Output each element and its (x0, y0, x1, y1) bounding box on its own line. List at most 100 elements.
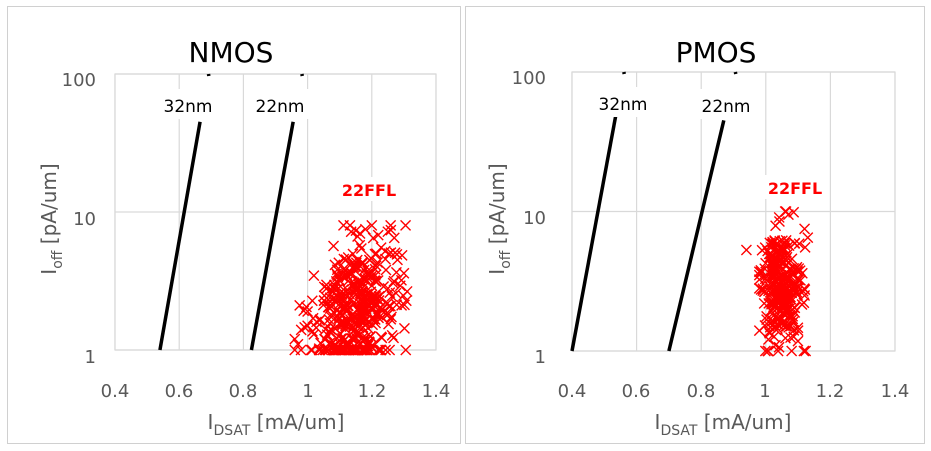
scatter-point (295, 324, 307, 336)
y-axis-label: Ioff [pA/um] (37, 163, 66, 274)
y-tick-label: 1 (85, 347, 96, 368)
scatter-point (783, 273, 795, 285)
scatter-point (384, 344, 396, 356)
nmos-chart: NMOS 32nm 22nm 22FFL 100 10 1 0.4 0.6 0.… (37, 36, 450, 439)
x-tick-label: 1 (759, 381, 770, 402)
scatter-point (351, 285, 363, 297)
scatter-point (334, 293, 346, 305)
scatter-point (385, 311, 397, 323)
scatter-point (375, 331, 387, 343)
scatter-point (379, 253, 391, 265)
scatter-point (398, 322, 410, 334)
scatter-point (759, 273, 771, 285)
scatter-point (757, 283, 769, 295)
scatter-point (758, 286, 770, 298)
scatter-point (390, 287, 402, 299)
series-label-22ffl: 22FFL (768, 179, 822, 198)
scatter-point (797, 285, 809, 297)
scatter-point (326, 286, 338, 298)
scatter-point (337, 219, 349, 231)
scatter-point (330, 344, 342, 356)
scatter-point (355, 299, 367, 311)
scatter-point (318, 295, 330, 307)
pmos-chart: PMOS 32nm 22nm 22FFL 100 10 1 0.4 0.6 0.… (485, 36, 910, 439)
scatter-point (800, 345, 812, 357)
scatter-point (398, 267, 410, 279)
scatter-point (762, 345, 774, 357)
scatter-point (770, 220, 782, 232)
line-label-32nm: 32nm (599, 95, 648, 115)
grid (114, 73, 437, 351)
scatter-point (761, 310, 773, 322)
scatter-point (784, 293, 796, 305)
scatter-point (321, 329, 333, 341)
trend-line-22nm (249, 121, 295, 351)
scatter-point (391, 299, 403, 311)
scatter-point (786, 345, 798, 357)
scatter-point (352, 336, 364, 348)
scatter-point (373, 312, 385, 324)
scatter-point (774, 235, 786, 247)
scatter-point (347, 280, 359, 292)
scatter-point (308, 328, 320, 340)
scatter-point (385, 224, 397, 236)
scatter-point (359, 223, 371, 235)
scatter-point (359, 272, 371, 284)
scatter-point (766, 298, 778, 310)
scatter-point (354, 284, 366, 296)
scatter-point (764, 327, 776, 339)
scatter-point (385, 219, 397, 231)
trend-line-22nm (667, 119, 726, 352)
x-tick-label: 0.4 (101, 381, 130, 402)
plot-area-frame (114, 73, 437, 351)
scatter-point (328, 344, 340, 356)
scatter-point (388, 275, 400, 287)
scatter-point (294, 299, 306, 311)
scatter-point (388, 332, 400, 344)
scatter-point (289, 344, 301, 356)
scatter-point (789, 237, 801, 249)
scatter-point (321, 282, 333, 294)
scatter-point (777, 244, 789, 256)
scatter-point (380, 308, 392, 320)
scatter-point (753, 325, 765, 337)
scatter-point (783, 240, 795, 252)
scatter-point (780, 253, 792, 265)
scatter-point (793, 263, 805, 275)
scatter-point (764, 237, 776, 249)
scatter-point (366, 219, 378, 231)
trend-line-32nm (158, 121, 202, 351)
scatter-point (330, 275, 342, 287)
scatter-point (755, 266, 767, 278)
scatter-point (349, 344, 361, 356)
scatter-point (375, 344, 387, 356)
label-box (764, 175, 826, 199)
scatter-point (348, 261, 360, 273)
scatter-point (759, 345, 771, 357)
y-tick-label: 100 (62, 70, 96, 91)
y-tick-label: 10 (73, 209, 96, 230)
scatter-point (372, 256, 384, 268)
x-tick-label: 1.4 (881, 381, 910, 402)
scatter-point (324, 317, 336, 329)
scatter-point (358, 273, 369, 285)
scatter-point (340, 305, 352, 317)
scatter-point (292, 338, 304, 350)
scatter-point (318, 281, 330, 293)
scatter-point (372, 344, 384, 356)
scatter-point (772, 345, 784, 357)
line-label-22nm: 22nm (256, 97, 305, 117)
scatter-point (374, 344, 386, 356)
label-box (592, 87, 654, 117)
scatter-point (333, 314, 345, 326)
scatter-point (400, 344, 412, 356)
plot-area-frame (571, 71, 896, 352)
scatter-point (793, 238, 805, 250)
scatter-point (369, 313, 381, 325)
y-axis-label: Ioff [pA/um] (485, 163, 514, 274)
x-tick-label: 1.2 (358, 381, 387, 402)
scatter-point (388, 232, 400, 244)
scatter-point (333, 257, 345, 269)
x-tick-label: 0.6 (622, 381, 651, 402)
scatter-point (346, 333, 358, 345)
